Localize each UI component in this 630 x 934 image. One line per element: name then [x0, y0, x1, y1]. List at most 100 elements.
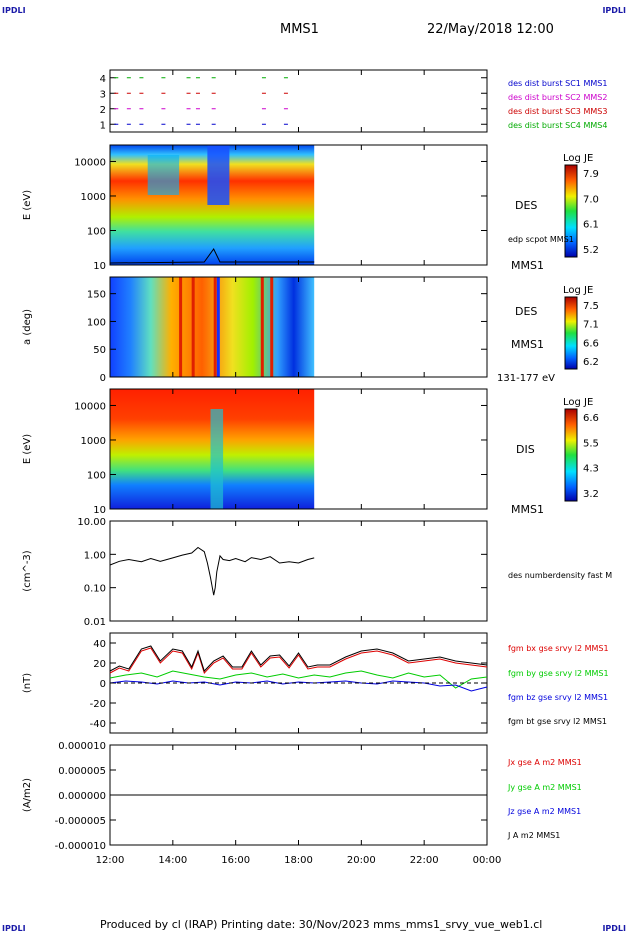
time-tick-label: 12:00 [96, 855, 125, 866]
y-tick-label: 1 [100, 120, 106, 131]
pitch-stripe [216, 277, 220, 377]
y-tick-label: -40 [90, 719, 106, 730]
colorbar [564, 296, 578, 370]
bfield-series-line [109, 670, 488, 689]
current-legend-4: J A m2 MMS1 [507, 831, 560, 840]
y-axis-label: a (deg) [22, 309, 33, 345]
y-tick-label: 0.10 [84, 584, 106, 595]
y-tick-label: 100 [87, 317, 106, 328]
pitch-stripe [270, 277, 274, 377]
y-axis-label: (cm^-3) [22, 550, 33, 591]
y-tick-label: 40 [93, 639, 106, 650]
pitch-stripe [179, 277, 183, 377]
colorbar-tick-label: 7.0 [583, 194, 599, 205]
bfield-legend-3: fgm bz gse srvy l2 MMS1 [508, 693, 608, 702]
y-tick-label: 10 [93, 505, 106, 516]
colorbar-title: Log JE [563, 285, 593, 296]
y-tick-label: 0.000000 [58, 791, 106, 802]
des-energy-label: DES [515, 199, 537, 212]
des-pitch-energy: 131-177 eV [497, 373, 555, 384]
time-tick-label: 18:00 [284, 855, 313, 866]
y-tick-label: 100 [87, 470, 106, 481]
des-energy-dip [207, 145, 230, 205]
y-tick-label: 3 [100, 89, 106, 100]
y-tick-label: 10000 [74, 401, 106, 412]
y-tick-label: 1.00 [84, 550, 106, 561]
current-legend-3: Jz gse A m2 MMS1 [507, 807, 581, 816]
y-tick-label: 0 [100, 373, 106, 384]
y-tick-label: 10000 [74, 157, 106, 168]
time-tick-label: 14:00 [158, 855, 187, 866]
burst-legend-4: des dist burst SC4 MMS4 [508, 121, 607, 130]
y-axis-label: E (eV) [22, 434, 33, 464]
colorbar-tick-label: 7.9 [583, 169, 599, 180]
y-axis-label: E (eV) [22, 190, 33, 220]
panel-frame-burst [109, 69, 488, 133]
des_pitch-spectrogram [110, 277, 315, 377]
y-tick-label: 2 [100, 105, 106, 116]
colorbar [564, 164, 578, 258]
dis-energy-dip [210, 409, 224, 509]
density-legend: des numberdensity fast M [508, 571, 612, 580]
pitch-stripe [191, 277, 195, 377]
y-tick-label: 0.000005 [58, 766, 106, 777]
y-axis-label: (nT) [22, 673, 33, 693]
corner-mark-bottom-left: IPDLI [2, 924, 26, 933]
colorbar-title: Log JE [563, 397, 593, 408]
colorbar-tick-label: 7.1 [583, 320, 599, 331]
y-tick-label: 0.000010 [58, 741, 106, 752]
time-tick-label: 22:00 [410, 855, 439, 866]
burst-legend-2: des dist burst SC2 MMS2 [508, 93, 607, 102]
colorbar-tick-label: 5.2 [583, 245, 599, 256]
panel-frame-density [109, 520, 488, 622]
current-legend-2: Jy gse A m2 MMS1 [507, 783, 582, 792]
y-tick-label: 10.00 [77, 517, 106, 528]
y-tick-label: 4 [100, 74, 106, 85]
colorbar-tick-label: 4.3 [583, 464, 599, 475]
y-axis-label: (A/m2) [22, 778, 33, 812]
y-tick-label: 0.01 [84, 617, 106, 628]
time-tick-label: 00:00 [473, 855, 502, 866]
y-tick-label: 1000 [81, 436, 106, 447]
y-tick-label: -0.000005 [55, 816, 106, 827]
page-title: MMS1 [280, 22, 319, 37]
des-pitch-label: DES [515, 305, 537, 318]
colorbar-tick-label: 6.6 [583, 413, 599, 424]
scpot-label: edp scpot MMS1 [508, 235, 574, 244]
corner-mark-bottom-right: IPDLI [602, 924, 626, 933]
y-tick-label: 0 [100, 679, 106, 690]
colorbar-tick-label: 7.5 [583, 301, 599, 312]
pitch-stripe [260, 277, 264, 377]
bfield-series-line [109, 645, 488, 672]
dis-energy-label: DIS [516, 443, 535, 456]
dis-energy-mms: MMS1 [511, 503, 544, 516]
bfield-legend-2: fgm by gse srvy l2 MMS1 [508, 669, 609, 678]
page-datetime: 22/May/2018 12:00 [427, 22, 554, 37]
y-tick-label: -0.000010 [55, 841, 106, 852]
burst-legend-1: des dist burst SC1 MMS1 [508, 79, 607, 88]
y-tick-label: -20 [90, 699, 106, 710]
colorbar-title: Log JE [563, 153, 593, 164]
footer-credit: Produced by cl (IRAP) Printing date: 30/… [100, 918, 543, 931]
des-energy-dip [147, 155, 180, 195]
y-tick-label: 150 [87, 290, 106, 301]
burst-legend-3: des dist burst SC3 MMS3 [508, 107, 607, 116]
colorbar [564, 408, 578, 502]
chart-canvas: 1 2 3 4 des dist burst SC1 MMS1 des dist burs… [22, 69, 612, 866]
time-tick-label: 20:00 [347, 855, 376, 866]
time-tick-label: 16:00 [221, 855, 250, 866]
y-tick-label: 20 [93, 659, 106, 670]
colorbar-tick-label: 6.2 [583, 357, 599, 368]
colorbar-tick-label: 5.5 [583, 438, 599, 449]
colorbar-tick-label: 6.1 [583, 220, 599, 231]
y-tick-label: 50 [93, 345, 106, 356]
bfield-legend-4: fgm bt gse srvy l2 MMS1 [508, 717, 607, 726]
des-pitch-mms: MMS1 [511, 338, 544, 351]
bfield-series-line [109, 680, 488, 692]
pitch-stripe [213, 277, 217, 377]
colorbar-tick-label: 3.2 [583, 489, 599, 500]
bfield-series-line [109, 647, 488, 674]
density-series-line [109, 546, 315, 596]
current-legend-1: Jx gse A m2 MMS1 [507, 758, 582, 767]
corner-mark-top-right: IPDLI [602, 6, 626, 15]
